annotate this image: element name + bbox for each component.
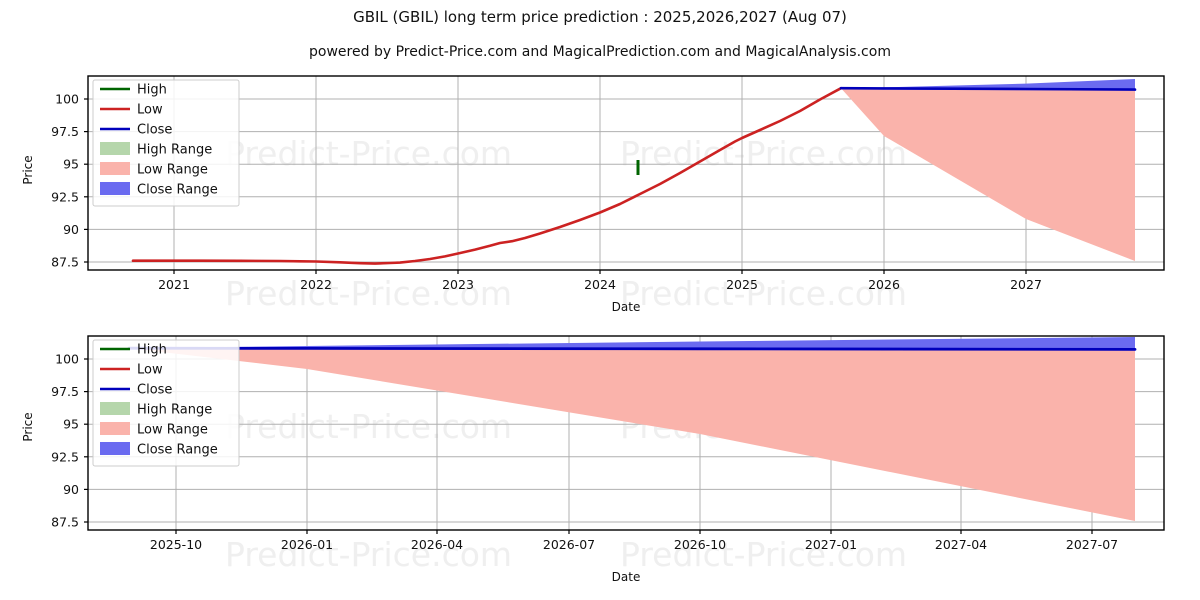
bottom-ytick-label: 100 [55, 352, 79, 367]
bottom-chart-yticks: 87.5 90 92.5 95 97.5 100 [51, 352, 88, 530]
bottom-xtick-label: 2026-01 [281, 537, 333, 552]
top-xtick-label: 2021 [158, 277, 190, 292]
legend-label-high-range[interactable]: High Range [137, 403, 212, 418]
bottom-chart-plot: Predict-Price.com Predict-Price.com Pred… [51, 335, 1165, 574]
svg-text:Predict-Price.com: Predict-Price.com [620, 134, 907, 173]
legend-swatch-high-range [100, 402, 130, 415]
top-xtick-label: 2025 [726, 277, 758, 292]
bottom-xtick-label: 2026-10 [674, 537, 726, 552]
legend-swatch-close-range [100, 182, 130, 195]
top-xtick-label: 2023 [442, 277, 474, 292]
legend-label-high-range[interactable]: High Range [137, 143, 212, 158]
bottom-xtick-label: 2025-10 [150, 537, 202, 552]
legend-swatch-low-range [100, 422, 130, 435]
top-xtick-label: 2024 [584, 277, 616, 292]
top-ytick-label: 95 [63, 157, 79, 172]
top-plot-border [87, 75, 1165, 271]
bottom-xtick-label: 2027-04 [935, 537, 987, 552]
top-chart-plot: Predict-Price.com Predict-Price.com Pred… [51, 75, 1165, 313]
bottom-xtick-label: 2027-07 [1066, 537, 1118, 552]
svg-text:Predict-Price.com: Predict-Price.com [225, 134, 512, 173]
legend-label-close-range[interactable]: Close Range [137, 443, 218, 458]
top-chart-xticks: 2021 2022 2023 2024 2025 2026 2027 [158, 270, 1042, 292]
legend-label-low-range[interactable]: Low Range [137, 423, 208, 438]
bottom-chart-xticks: 2025-10 2026-01 2026-04 2026-07 2026-10 … [150, 530, 1118, 552]
bottom-plot-border [87, 335, 1165, 531]
legend-label-close[interactable]: Close [137, 383, 172, 398]
figure-title: GBIL (GBIL) long term price prediction :… [353, 8, 847, 26]
legend-label-low[interactable]: Low [137, 103, 163, 118]
bottom-chart-watermark: Predict-Price.com Predict-Price.com Pred… [225, 407, 907, 574]
top-chart-line-low [131, 86, 843, 265]
bottom-ytick-label: 95 [63, 417, 79, 432]
legend-swatch-low-range [100, 162, 130, 175]
bottom-chart-line-close [127, 346, 1137, 351]
legend-label-high[interactable]: High [137, 83, 167, 98]
legend-label-low[interactable]: Low [137, 363, 163, 378]
bottom-xtick-label: 2027-01 [805, 537, 857, 552]
top-chart-axes: Price Date Predict-Price.com Predict-Pri… [21, 75, 1165, 314]
bottom-xtick-label: 2026-04 [411, 537, 463, 552]
top-xtick-label: 2027 [1010, 277, 1042, 292]
top-xtick-label: 2026 [868, 277, 900, 292]
bottom-chart-ylabel: Price [21, 412, 35, 442]
top-ytick-label: 97.5 [51, 124, 79, 139]
svg-text:Predict-Price.com: Predict-Price.com [225, 535, 512, 574]
svg-text:Predict-Price.com: Predict-Price.com [620, 535, 907, 574]
top-ytick-label: 92.5 [51, 189, 79, 204]
legend-label-low-range[interactable]: Low Range [137, 163, 208, 178]
legend-swatch-close-range [100, 442, 130, 455]
top-chart-yticks: 87.5 90 92.5 95 97.5 100 [51, 92, 88, 270]
bottom-ytick-label: 87.5 [51, 515, 79, 530]
bottom-chart-band-low-range [129, 348, 1135, 521]
top-chart-band-low-range [841, 88, 1135, 261]
legend-label-high[interactable]: High [137, 343, 167, 358]
top-chart-ylabel: Price [21, 155, 35, 185]
top-chart-watermark: Predict-Price.com Predict-Price.com Pred… [225, 134, 907, 313]
bottom-ytick-label: 97.5 [51, 384, 79, 399]
svg-text:Predict-Price.com: Predict-Price.com [620, 274, 907, 313]
top-ytick-label: 100 [55, 92, 79, 107]
top-chart-line-close [839, 86, 1137, 91]
bottom-ytick-label: 90 [63, 482, 79, 497]
top-ytick-label: 87.5 [51, 255, 79, 270]
svg-text:Predict-Price.com: Predict-Price.com [225, 274, 512, 313]
bottom-chart-axes: Price Date Predict-Price.com Predict-Pri… [0, 320, 1200, 600]
bottom-chart-xlabel: Date [611, 570, 641, 584]
bottom-ytick-label: 92.5 [51, 449, 79, 464]
bottom-xtick-label: 2026-07 [543, 537, 595, 552]
bottom-chart-legend[interactable]: High Low Close High Range Low Range Clos… [92, 339, 240, 467]
top-ytick-label: 90 [63, 222, 79, 237]
legend-swatch-high-range [100, 142, 130, 155]
top-chart-legend[interactable]: High Low Close High Range Low Range Clos… [92, 79, 240, 207]
legend-label-close[interactable]: Close [137, 123, 172, 138]
top-xtick-label: 2022 [300, 277, 332, 292]
svg-text:Predict-Price.com: Predict-Price.com [225, 407, 512, 446]
legend-label-close-range[interactable]: Close Range [137, 183, 218, 198]
figure-subtitle: powered by Predict-Price.com and Magical… [309, 44, 891, 60]
top-chart-xlabel: Date [611, 300, 641, 314]
